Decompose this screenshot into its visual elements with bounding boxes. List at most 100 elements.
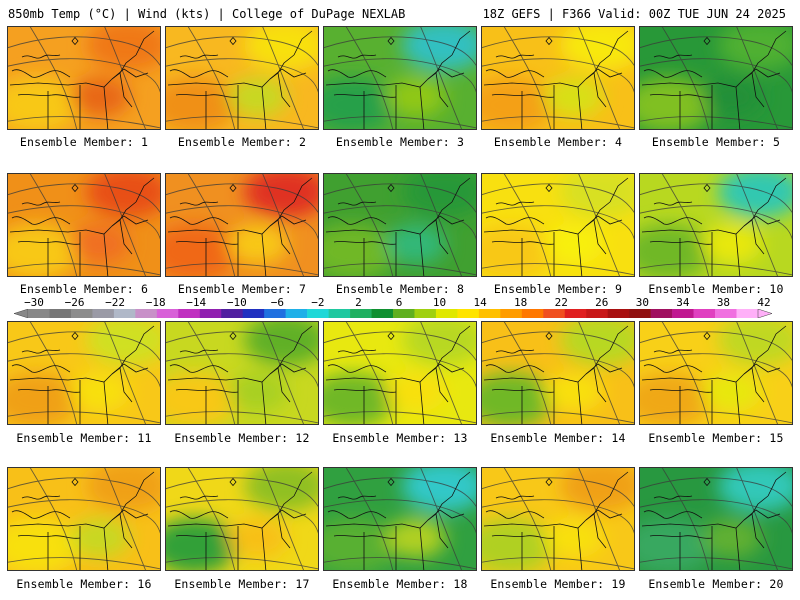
location-marker-icon [229,331,237,341]
colorbar-swatch [264,309,286,318]
state-borders [641,177,787,276]
colorbar-swatch [736,309,759,318]
temperature-field-region [544,224,604,264]
temperature-field-region [560,27,634,71]
ensemble-member-map [323,173,477,277]
ensemble-member-label: Ensemble Member: 4 [493,135,623,149]
temperature-field-region [70,372,130,412]
colorbar-swatch [715,309,737,318]
colorbar-swatch [457,309,480,318]
temperature-field-region [702,224,762,264]
temperature-field-region [560,174,634,218]
location-marker-icon [703,183,711,193]
state-borders [483,471,629,570]
wind-contours [8,27,160,129]
colorbar-tick-label: −26 [64,296,85,309]
temperature-field-region [402,468,476,512]
ensemble-member-label: Ensemble Member: 3 [335,135,465,149]
temperature-field-region [640,372,712,424]
location-marker-icon [703,477,711,487]
state-borders [641,471,787,570]
colorbar-tick-label: −22 [105,296,126,309]
temperature-field-region [166,518,238,570]
temperature-field-region [86,27,160,71]
colorbar-tick-label: 14 [473,296,487,309]
temperature-field-region [8,77,80,129]
colorbar-tick-label: −14 [186,296,207,309]
ensemble-member-label: Ensemble Member: 15 [648,431,784,445]
ensemble-member-label: Ensemble Member: 16 [16,577,152,591]
colorbar-swatch [92,309,115,318]
temperature-field-region [8,224,80,276]
wind-contours [166,468,318,570]
ensemble-member-map [323,321,477,425]
ensemble-member-label: Ensemble Member: 2 [177,135,307,149]
state-borders [167,177,313,276]
colorbar-swatch [500,309,523,318]
colorbar-swatch [178,309,201,318]
temperature-field-region [640,224,712,276]
ensemble-member-map [7,321,161,425]
ensemble-member-map [7,173,161,277]
colorbar-swatch [221,309,244,318]
temperature-field-region [166,77,238,129]
colorbar-tick-label: 10 [432,296,447,309]
colorbar-tick-label: 2 [355,296,362,309]
ensemble-member-label: Ensemble Member: 19 [490,577,626,591]
colorbar-swatch [521,309,544,318]
colorbar-tick-label: 6 [395,296,403,309]
ensemble-member-label: Ensemble Member: 5 [651,135,781,149]
colorbar-swatch [328,309,351,318]
ensemble-member-map [7,26,161,130]
wind-contours [8,468,160,570]
colorbar-swatch [70,309,93,318]
temperature-field-region [544,372,604,412]
wind-contours [324,322,476,424]
location-marker-icon [545,183,553,193]
temperature-field-region [402,27,476,71]
ensemble-member-map [165,321,319,425]
temperature-field-region [166,372,238,424]
location-marker-icon [387,331,395,341]
ensemble-member-label: Ensemble Member: 11 [16,431,152,445]
ensemble-member-map [481,26,635,130]
temperature-field-region [718,468,792,512]
location-marker-icon [387,36,395,46]
temperature-field-region [402,322,476,366]
state-borders [325,325,471,424]
temperature-field-region [244,468,318,512]
ensemble-member-map [639,467,793,571]
temperature-field-region [70,518,130,558]
temperature-field-region [386,518,446,558]
colorbar-swatch [435,309,458,318]
location-marker-icon [703,36,711,46]
location-marker-icon [71,331,79,341]
ensemble-member-label: Ensemble Member: 12 [174,431,310,445]
colorbar-tick-label: −10 [226,296,247,309]
location-marker-icon [545,477,553,487]
colorbar-swatch [285,309,308,318]
temperature-field-region [244,322,318,366]
wind-contours [166,174,318,276]
temperature-field-region [324,77,396,129]
temperature-field-region [560,322,634,366]
temperature-field-region [702,518,762,558]
state-borders [9,325,155,424]
colorbar-swatch [672,309,694,318]
temperature-field-region [386,224,446,264]
colorbar-tick-label: 18 [514,296,528,309]
temperature-field-region [8,518,80,570]
ensemble-member-label: Ensemble Member: 7 [177,282,307,296]
temperature-field-region [718,27,792,71]
colorbar-swatch [607,309,630,318]
ensemble-member-map [481,321,635,425]
colorbar-swatch [156,309,179,318]
temperature-field-region [560,468,634,512]
colorbar-tick-label: 34 [676,296,690,309]
colorbar-swatch [135,309,158,318]
temperature-field-region [228,518,288,558]
temperature-field-region [544,77,604,117]
ensemble-member-map [7,467,161,571]
temperature-field-region [70,224,130,264]
wind-contours [324,27,476,129]
